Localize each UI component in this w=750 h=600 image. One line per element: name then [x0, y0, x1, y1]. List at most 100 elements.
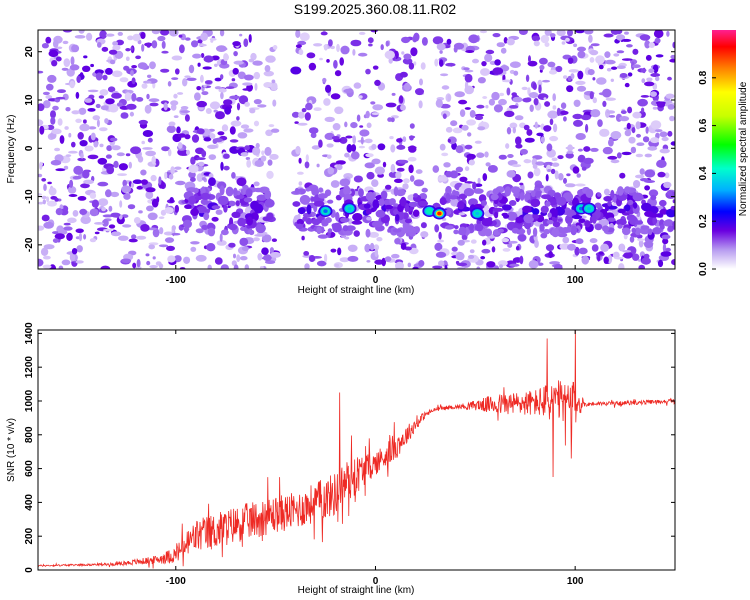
spectrogram-cell	[229, 126, 236, 135]
spectrogram-cell	[73, 165, 84, 175]
spectrogram-cell	[632, 253, 640, 261]
spectrogram-cell	[87, 154, 99, 160]
spectrogram-cell	[344, 236, 350, 240]
spectrogram-cell	[523, 124, 530, 131]
spectrogram-band-cell	[519, 192, 525, 201]
spectrogram-cell	[244, 101, 250, 107]
spectrogram-cell	[163, 102, 168, 111]
y-tick-label: 1000	[24, 389, 35, 412]
spectrogram-cell	[71, 248, 78, 255]
spectrogram-cell	[69, 64, 80, 71]
spectrogram-cell	[566, 85, 574, 93]
spectrogram-band-cell	[340, 217, 350, 223]
spectrogram-cell	[659, 199, 667, 207]
spectrogram-cell	[557, 218, 563, 222]
spectrogram-cell	[644, 241, 654, 248]
spectrogram-cell	[257, 252, 263, 261]
spectrogram-cell	[261, 247, 269, 255]
spectrogram-cell	[145, 253, 150, 257]
spectrogram-cell	[335, 160, 346, 165]
spectrogram-cell	[170, 100, 179, 106]
spectrogram-cell	[476, 104, 485, 109]
spectrogram-band-cell	[543, 228, 550, 235]
spectrogram-cell	[108, 224, 116, 229]
spectrogram-cell	[62, 30, 73, 33]
spectrogram-cell	[88, 94, 95, 99]
spectrogram-cell	[641, 107, 645, 113]
x-tick-label: -100	[166, 576, 186, 587]
spectrogram-cell	[270, 128, 280, 133]
spectrogram-cell	[610, 159, 620, 164]
spectrogram-cell	[418, 260, 425, 267]
spectrogram-cell	[567, 30, 573, 37]
spectrogram-cell	[365, 153, 374, 158]
spectrogram-band-cell	[648, 213, 659, 218]
spectrogram-cell	[438, 231, 442, 240]
spectrogram-cell	[453, 42, 465, 50]
spectrogram-cell	[106, 165, 115, 175]
spectrogram-cell	[71, 44, 80, 53]
spectrogram-cell	[236, 177, 247, 186]
spectrogram-band-cell	[458, 193, 468, 200]
spectrogram-cell	[350, 122, 358, 129]
spectrogram-cell	[89, 192, 97, 199]
spectrogram-cell	[303, 251, 310, 256]
spectrogram-band-cell	[295, 223, 304, 230]
spectrogram-cell	[122, 224, 132, 228]
spectrogram-cell	[94, 231, 100, 235]
spectrogram-cell	[445, 171, 453, 178]
spectrogram-cell	[603, 256, 609, 264]
spectrogram-band-cell	[473, 188, 484, 194]
spectrogram-cell	[545, 244, 555, 252]
spectrogram-cell	[216, 240, 227, 246]
spectrogram-cell	[61, 67, 69, 71]
spectrogram-cell	[105, 33, 115, 37]
spectrogram-cell	[184, 134, 191, 140]
spectrogram-cell	[136, 235, 147, 240]
spectrogram-cell	[397, 159, 409, 164]
spectrogram-cell	[592, 77, 596, 81]
spectrogram-cell	[372, 104, 384, 111]
spectrogram-cell	[438, 260, 445, 267]
spectrogram-cell	[621, 151, 632, 156]
spectrogram-cell	[408, 145, 417, 153]
spectrogram-cell	[99, 89, 109, 96]
spectrogram-band-cell	[195, 228, 204, 234]
spectrogram-cell	[450, 120, 458, 127]
spectrogram-cell	[151, 30, 161, 35]
spectrogram-cell	[521, 86, 528, 91]
spectrogram-band-cell	[245, 188, 253, 198]
spectrogram-cell	[58, 265, 64, 269]
spectrogram-cell	[63, 58, 71, 67]
spectrogram-cell	[606, 67, 612, 72]
spectrogram-cell	[515, 136, 522, 145]
spectrogram-cell	[420, 231, 429, 238]
spectrogram-band-cell	[502, 204, 512, 211]
spectrogram-cell	[515, 143, 523, 149]
spectrogram-cell	[632, 64, 641, 69]
snr-series-line	[38, 330, 675, 569]
spectrogram-cell	[645, 126, 649, 134]
spectrogram-cell	[441, 85, 450, 90]
spectrogram-cell	[128, 161, 132, 169]
spectrogram-band-cell	[530, 190, 536, 198]
spectrogram-band-cell	[266, 212, 274, 220]
spectrogram-cell	[103, 228, 114, 232]
spectrogram-cell	[605, 97, 616, 101]
spectrogram-cell	[590, 109, 601, 118]
spectrogram-cell	[173, 115, 179, 118]
x-tick-label: -100	[166, 275, 186, 286]
spectrogram-band-cell	[624, 186, 631, 194]
spectrogram-band-cell	[552, 221, 561, 228]
spectrogram-cell	[106, 145, 113, 152]
spectrogram-cell	[214, 257, 223, 265]
spectrogram-cell	[384, 256, 392, 262]
spectrogram-band-cell	[617, 208, 626, 214]
spectrogram-cell	[344, 121, 348, 128]
spectrogram-band-cell	[448, 195, 458, 200]
spectrogram-cell	[334, 70, 342, 77]
spectrogram-cell	[498, 154, 507, 160]
spectrogram-cell	[352, 49, 356, 56]
spectrogram-cell	[38, 258, 44, 267]
